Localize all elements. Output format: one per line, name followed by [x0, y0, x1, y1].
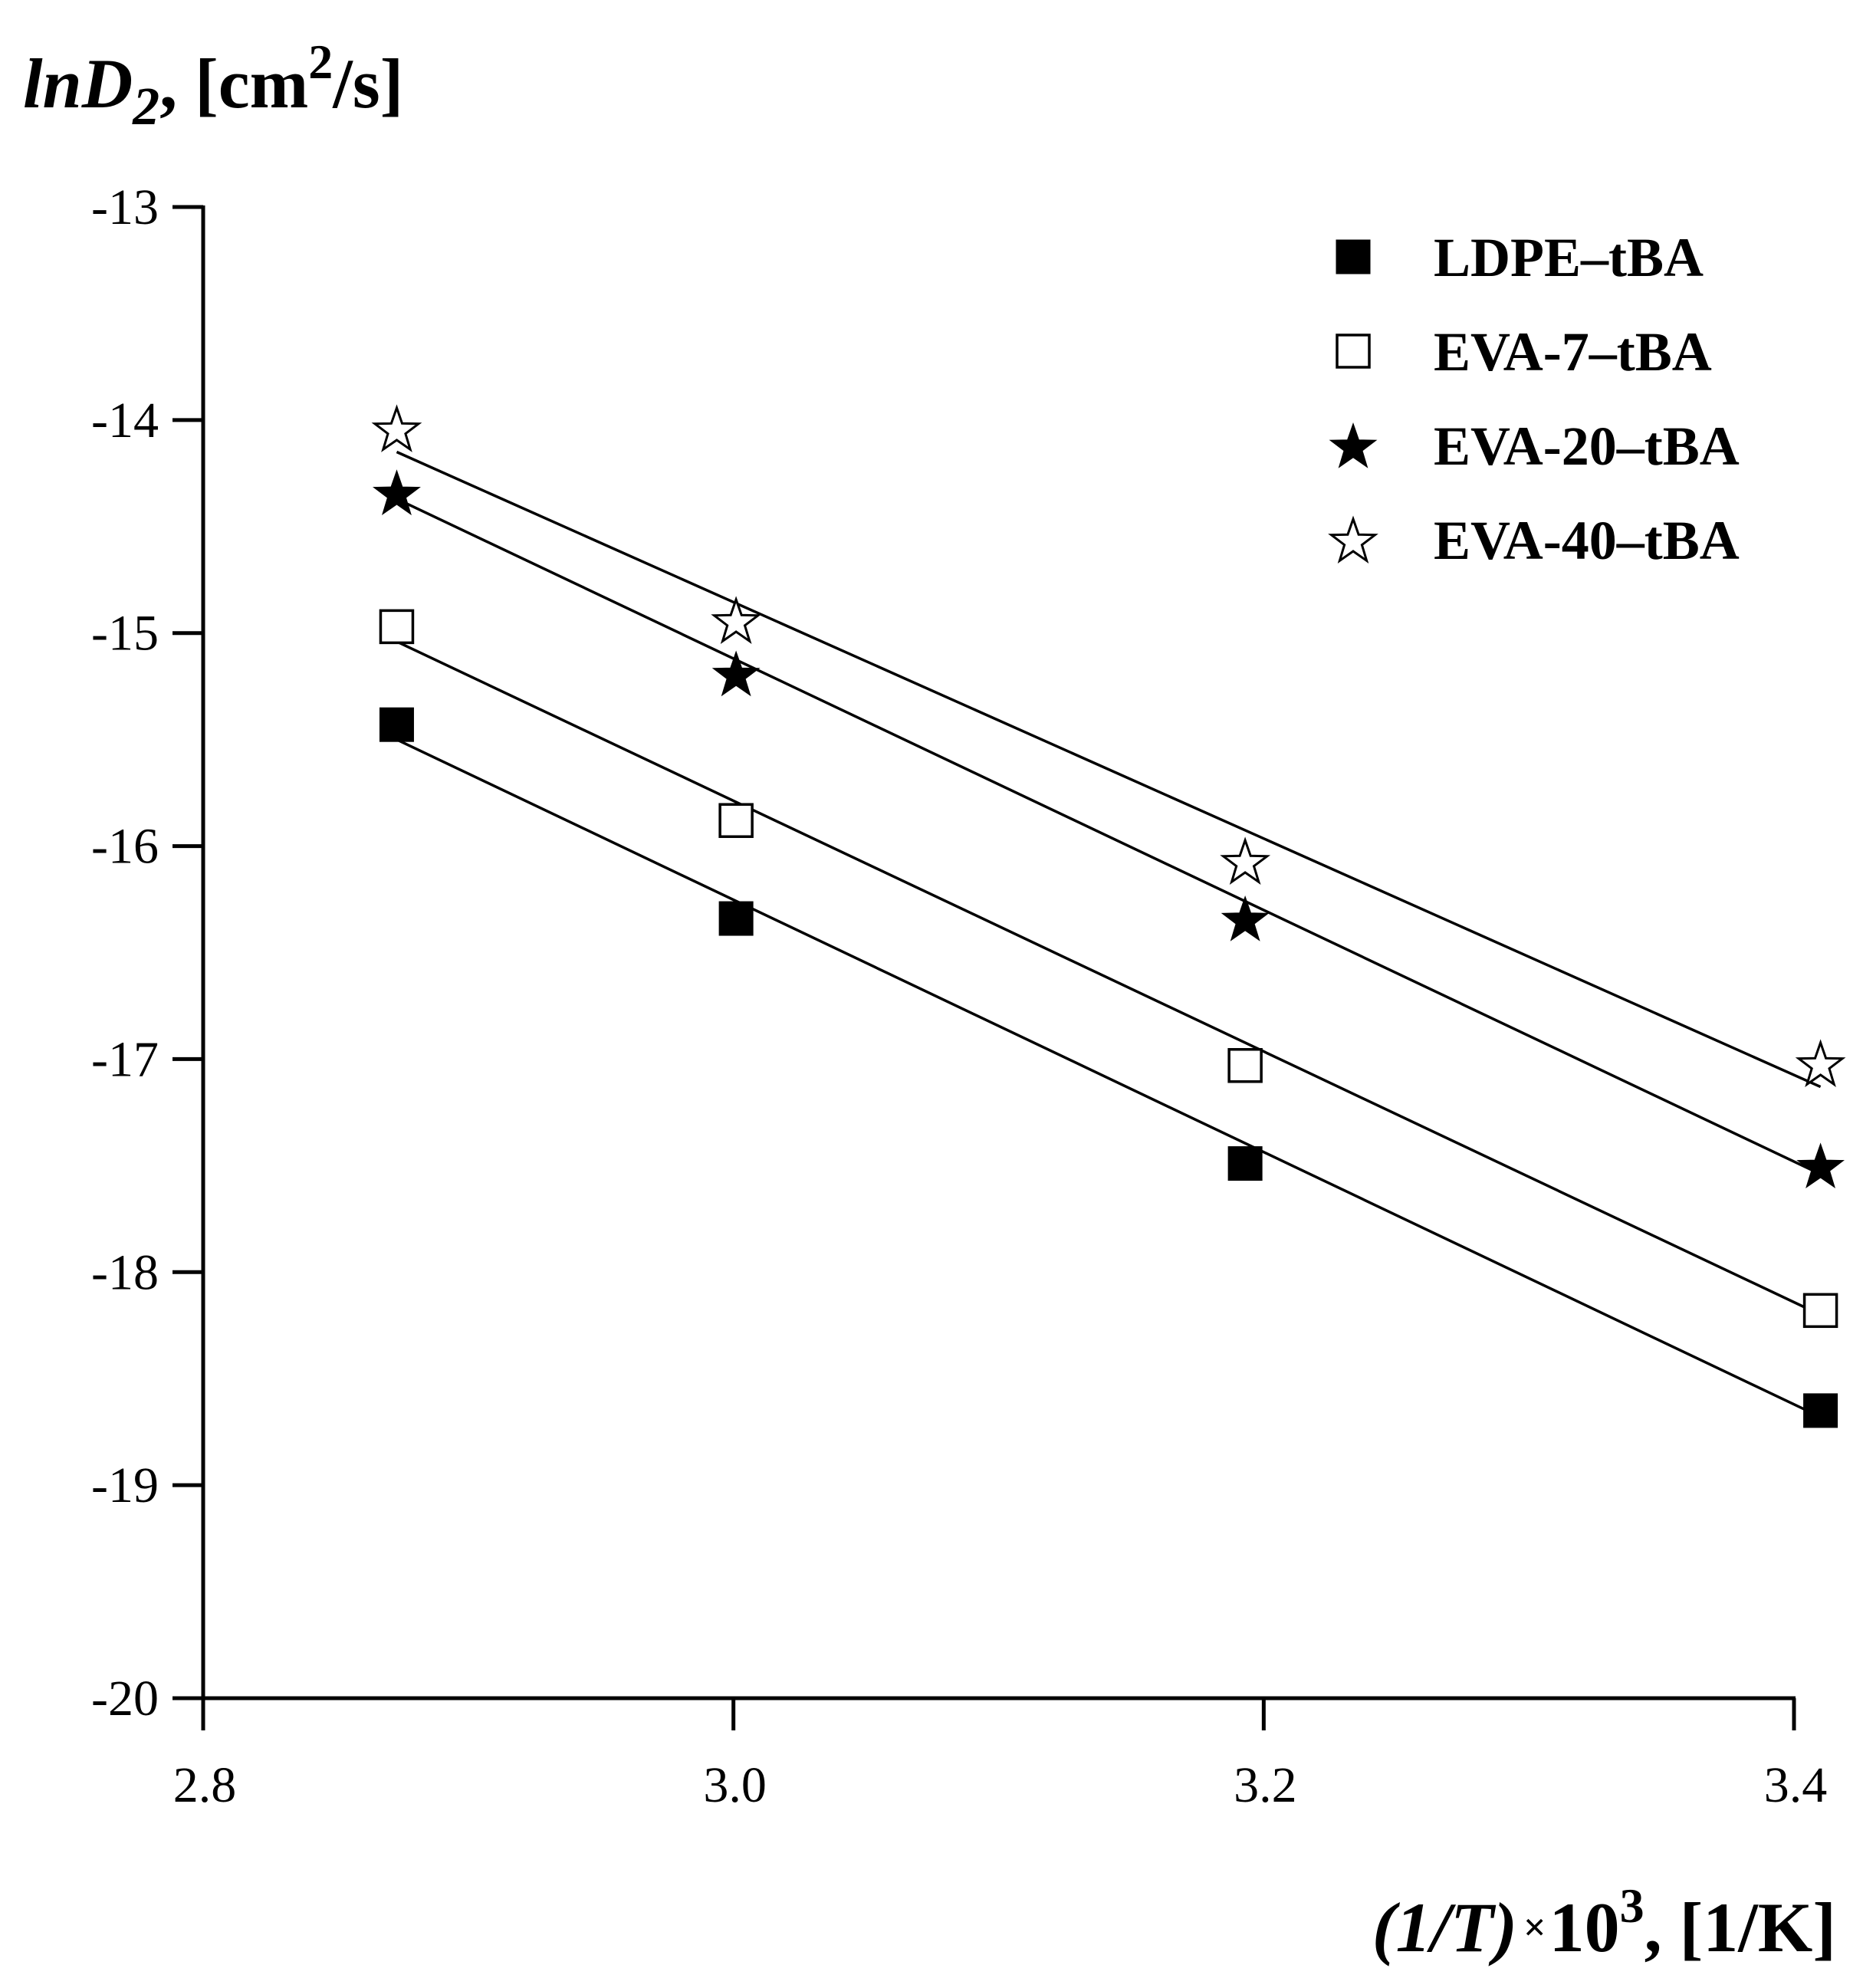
- y-tick-label: -13: [91, 179, 159, 235]
- data-point-series-0: [379, 707, 414, 742]
- data-point-series-0: [1803, 1393, 1838, 1428]
- y-axis-label-unit-pre: , [cm: [159, 44, 308, 123]
- data-point-series-2: [711, 650, 761, 697]
- data-point-series-3: [1220, 836, 1271, 886]
- fit-line-series-1: [396, 640, 1822, 1316]
- data-point-series-2: [373, 469, 421, 516]
- data-point-series-3: [1795, 1039, 1846, 1088]
- legend-label-1: EVA-7–tBA: [1434, 321, 1712, 383]
- legend-marker-3: [1328, 515, 1378, 564]
- y-axis-label: lnD2, [cm2/s]: [23, 35, 403, 136]
- data-point-series-3: [371, 404, 422, 452]
- fit-line-series-2: [396, 498, 1822, 1176]
- x-axis-label-times: ×: [1523, 1906, 1546, 1950]
- y-axis-label-unit-sup: 2: [308, 35, 333, 89]
- data-point-series-0: [718, 901, 754, 936]
- data-point-series-2: [1796, 1142, 1845, 1189]
- data-point-series-2: [1221, 895, 1270, 941]
- y-tick-label: -19: [91, 1457, 159, 1513]
- data-points: [371, 404, 1846, 1428]
- legend: LDPE–tBA EVA-7–tBA EVA-20–tBA EVA-40–tBA: [1328, 227, 1740, 571]
- y-tick-label: -16: [91, 819, 159, 875]
- x-axis-label-sup: 3: [1620, 1878, 1644, 1933]
- legend-label-3: EVA-40–tBA: [1434, 510, 1740, 571]
- y-tick-label: -17: [91, 1031, 159, 1087]
- y-axis-label-sub: 2: [132, 77, 159, 136]
- y-tick-label: -18: [91, 1244, 159, 1300]
- data-point-series-1: [379, 609, 415, 645]
- data-point-series-3: [711, 596, 762, 645]
- axes: [201, 205, 1796, 1700]
- legend-marker-0: [1336, 239, 1371, 274]
- legend-marker-1: [1336, 334, 1371, 369]
- legend-label-2: EVA-20–tBA: [1434, 416, 1740, 477]
- data-point-series-0: [1227, 1146, 1263, 1181]
- x-tick-label: 3.4: [1764, 1757, 1828, 1813]
- legend-marker-2: [1329, 422, 1378, 468]
- data-point-series-1: [1802, 1293, 1838, 1329]
- fit-line-series-3: [396, 450, 1822, 1089]
- x-tick-label: 3.0: [703, 1757, 767, 1813]
- x-axis-label-unit: , [1/K]: [1644, 1888, 1836, 1967]
- ticks: -13 -14 -15 -16 -17 -18 -19 -202.8 3.0 3.2 3.4: [91, 179, 1827, 1813]
- x-tick-label: 3.2: [1234, 1757, 1297, 1813]
- fit-line-series-0: [396, 738, 1822, 1418]
- x-axis-label-base: 10: [1549, 1888, 1620, 1967]
- y-tick-label: -15: [91, 606, 159, 662]
- fit-lines: [396, 450, 1822, 1418]
- data-point-series-1: [718, 803, 754, 838]
- y-tick-label: -20: [91, 1671, 159, 1727]
- x-axis-label: (1/T) ×103, [1/K]: [1372, 1878, 1836, 1967]
- y-axis-label-unit-post: /s]: [332, 44, 403, 123]
- data-point-series-1: [1227, 1048, 1263, 1083]
- x-tick-label: 2.8: [173, 1757, 237, 1813]
- x-axis-label-var: (1/T): [1372, 1888, 1517, 1967]
- y-axis-label-var: lnD: [23, 44, 133, 123]
- legend-label-0: LDPE–tBA: [1434, 227, 1704, 288]
- y-tick-label: -14: [91, 393, 159, 449]
